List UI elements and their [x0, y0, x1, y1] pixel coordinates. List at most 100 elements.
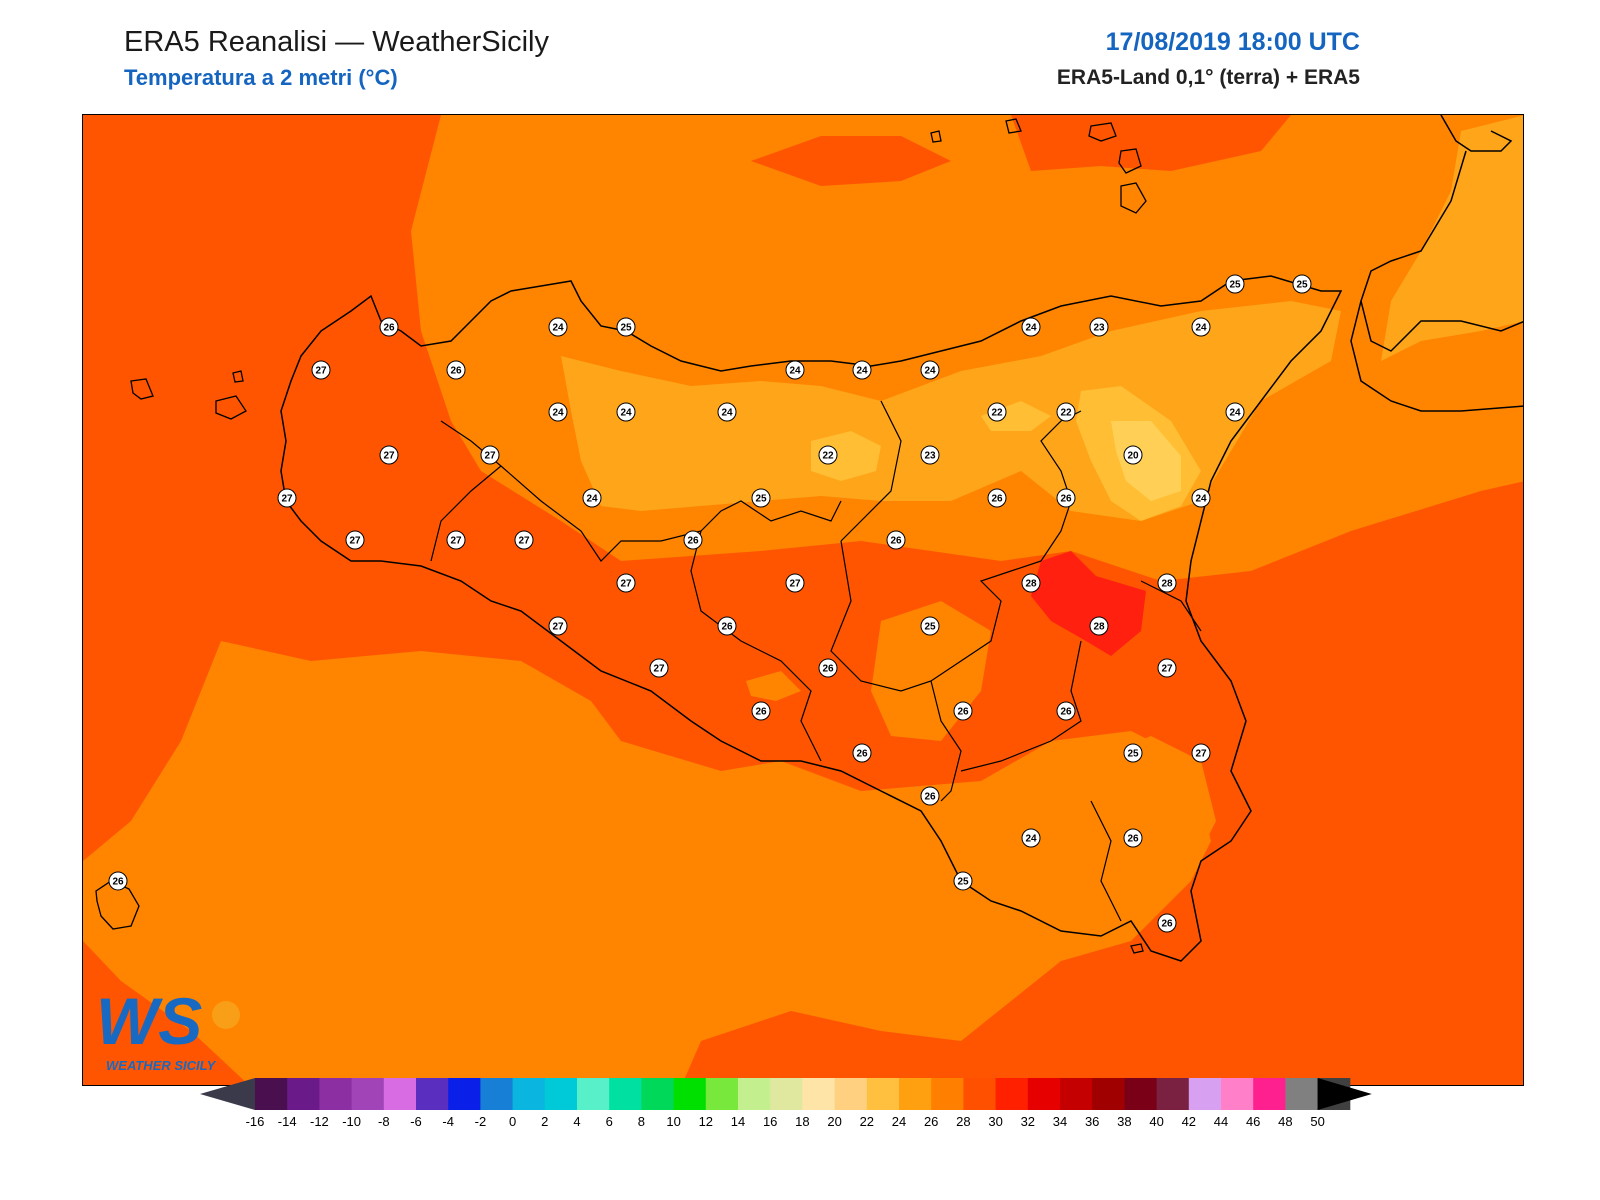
colorbar-tick-label: 14 — [731, 1114, 745, 1129]
map-datetime: 17/08/2019 18:00 UTC — [1105, 28, 1360, 56]
colorbar-swatch — [931, 1078, 964, 1110]
aeolian-islands — [930, 118, 1147, 214]
station-marker: 27 — [446, 530, 466, 550]
colorbar-tick-label: -6 — [410, 1114, 422, 1129]
station-dot — [785, 360, 805, 380]
station-marker: 24 — [548, 317, 568, 337]
station-dot — [379, 445, 399, 465]
station-dot — [1021, 828, 1041, 848]
station-marker: 27 — [649, 658, 669, 678]
station-marker: 24 — [1191, 488, 1211, 508]
station-value: 24 — [1195, 323, 1207, 334]
station-value: 28 — [1025, 579, 1037, 590]
station-value: 27 — [315, 366, 327, 377]
station-value: 24 — [1025, 323, 1037, 334]
colorbar-tick-label: 24 — [892, 1114, 906, 1129]
station-marker: 27 — [311, 360, 331, 380]
station-markers: 26 24 25 24 23 24 25 25 27 26 24 24 24 24 24 24 22 22 24 27… — [108, 274, 1312, 933]
colorbar-tick-label: 28 — [956, 1114, 970, 1129]
station-value: 27 — [484, 451, 496, 462]
station-marker: 27 — [480, 445, 500, 465]
station-marker: 26 — [1123, 828, 1143, 848]
station-dot — [1021, 317, 1041, 337]
colorbar-swatch — [1060, 1078, 1093, 1110]
station-value: 23 — [924, 451, 936, 462]
station-marker: 27 — [345, 530, 365, 550]
station-dot — [852, 360, 872, 380]
station-dot — [379, 317, 399, 337]
colorbar-tick-label: 2 — [541, 1114, 548, 1129]
colorbar-swatch — [673, 1078, 707, 1110]
colorbar-tick-label: -14 — [278, 1114, 297, 1129]
station-value: 24 — [552, 408, 564, 419]
station-dot — [1157, 658, 1177, 678]
station-marker: 24 — [785, 360, 805, 380]
station-marker: 27 — [277, 488, 297, 508]
station-value: 22 — [991, 408, 1003, 419]
station-marker: 25 — [751, 488, 771, 508]
station-dot — [1056, 488, 1076, 508]
colorbar-swatch — [255, 1078, 288, 1110]
station-value: 24 — [1025, 834, 1037, 845]
colorbar-tick-label: 40 — [1149, 1114, 1163, 1129]
station-marker: 25 — [920, 616, 940, 636]
colorbar-tick-label: 4 — [573, 1114, 580, 1129]
station-dot — [1191, 743, 1211, 763]
colorbar-swatch — [416, 1078, 449, 1110]
station-dot — [548, 402, 568, 422]
station-value: 25 — [620, 323, 632, 334]
station-marker: 26 — [683, 530, 703, 550]
station-value: 25 — [1127, 749, 1139, 760]
station-value: 20 — [1127, 451, 1139, 462]
colorbar-tick-label: 50 — [1310, 1114, 1324, 1129]
station-dot — [1123, 828, 1143, 848]
station-value: 26 — [687, 536, 699, 547]
station-marker: 26 — [818, 658, 838, 678]
station-marker: 26 — [852, 743, 872, 763]
station-dot — [785, 573, 805, 593]
colorbar-swatch — [351, 1078, 385, 1110]
station-marker: 26 — [886, 530, 906, 550]
station-dot — [953, 701, 973, 721]
station-marker: 28 — [1089, 616, 1109, 636]
colorbar-tick-label: 34 — [1053, 1114, 1067, 1129]
station-marker: 25 — [1225, 274, 1245, 294]
station-marker: 26 — [953, 701, 973, 721]
station-value: 24 — [1229, 408, 1241, 419]
station-value: 25 — [1296, 280, 1308, 291]
colorbar-swatch — [480, 1078, 514, 1110]
colorbar-tick-label: 8 — [638, 1114, 645, 1129]
station-marker: 25 — [1292, 274, 1312, 294]
station-marker: 24 — [1021, 828, 1041, 848]
station-value: 28 — [1093, 622, 1105, 633]
colorbar-swatch — [802, 1078, 836, 1110]
station-marker: 27 — [379, 445, 399, 465]
station-dot — [514, 530, 534, 550]
station-dot — [616, 317, 636, 337]
station-dot — [717, 616, 737, 636]
station-dot — [616, 573, 636, 593]
colorbar-swatch — [577, 1078, 610, 1110]
station-marker: 27 — [1157, 658, 1177, 678]
station-value: 27 — [653, 664, 665, 675]
station-value: 27 — [1195, 749, 1207, 760]
station-marker: 20 — [1123, 445, 1143, 465]
colorbar-tick-label: -10 — [342, 1114, 361, 1129]
colorbar-tick-label: 32 — [1021, 1114, 1035, 1129]
station-marker: 26 — [1056, 701, 1076, 721]
colorbar-swatch — [319, 1078, 353, 1110]
colorbar-swatch — [512, 1078, 546, 1110]
station-value: 27 — [789, 579, 801, 590]
station-dot — [920, 616, 940, 636]
zone-28-north-patch2 — [1011, 115, 1291, 171]
station-value: 27 — [552, 622, 564, 633]
station-value: 25 — [1229, 280, 1241, 291]
logo-caption: WEATHER SICILY — [106, 1058, 217, 1073]
colorbar-tick-label: 22 — [860, 1114, 874, 1129]
colorbar-swatch — [705, 1078, 739, 1110]
station-dot — [1089, 317, 1109, 337]
station-dot — [987, 402, 1007, 422]
station-value: 24 — [721, 408, 733, 419]
station-dot — [886, 530, 906, 550]
logo-sun-icon — [212, 1001, 240, 1029]
